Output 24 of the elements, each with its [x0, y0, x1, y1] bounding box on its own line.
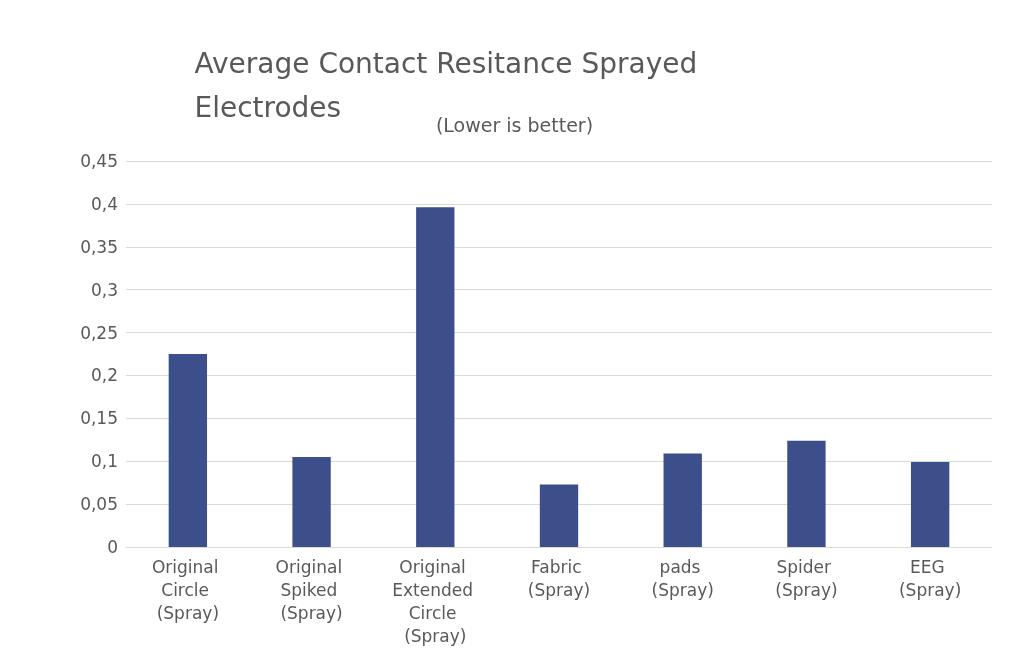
- x-tick-label: Spider (Spray): [775, 556, 838, 600]
- bar: [416, 207, 455, 547]
- y-tick-label: 0,3: [90, 279, 118, 300]
- y-tick-label: 0,2: [90, 365, 118, 386]
- x-tick-label: Original Extended Circle (Spray): [392, 556, 479, 646]
- bar: [168, 354, 208, 547]
- x-tick-label: Original Circle (Spray): [151, 556, 224, 623]
- y-tick-label: 0,45: [80, 151, 118, 171]
- y-tick-label: 0,35: [80, 236, 118, 257]
- bar: [539, 484, 579, 547]
- x-tick-label: Fabric (Spray): [527, 556, 591, 600]
- x-tick-label: Original Spiked (Spray): [275, 556, 348, 623]
- y-tick-label: 0,4: [90, 193, 118, 214]
- bar: [787, 440, 826, 547]
- y-tick-label: 0,15: [80, 408, 118, 429]
- y-tick-label: 0,1: [90, 451, 118, 472]
- x-tick-label: pads (Spray): [651, 556, 714, 600]
- bar: [910, 462, 950, 547]
- bar: [663, 453, 702, 547]
- y-tick-label: 0: [107, 537, 118, 557]
- x-tick-label: EEG (Spray): [898, 556, 962, 600]
- bar: [292, 456, 331, 547]
- y-tick-label: 0,25: [80, 322, 118, 343]
- y-tick-label: 0,05: [80, 494, 118, 515]
